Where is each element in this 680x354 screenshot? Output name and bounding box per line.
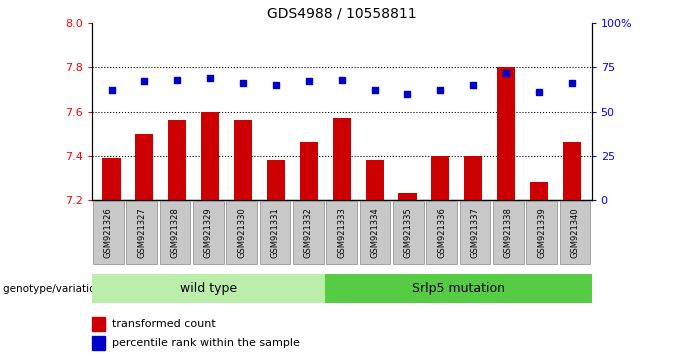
Text: GSM921332: GSM921332 xyxy=(304,207,313,258)
Text: percentile rank within the sample: percentile rank within the sample xyxy=(112,338,300,348)
Point xyxy=(369,87,380,93)
Text: GSM921330: GSM921330 xyxy=(237,207,246,258)
Text: GSM921331: GSM921331 xyxy=(271,207,279,258)
Bar xyxy=(398,193,417,200)
Bar xyxy=(267,160,285,200)
Bar xyxy=(497,67,515,200)
Bar xyxy=(201,112,219,200)
Text: transformed count: transformed count xyxy=(112,319,216,329)
Point xyxy=(336,77,347,82)
Bar xyxy=(530,182,548,200)
Point xyxy=(237,80,248,86)
Point xyxy=(435,87,446,93)
Text: GSM921335: GSM921335 xyxy=(404,207,413,258)
Bar xyxy=(431,156,449,200)
Text: GSM921339: GSM921339 xyxy=(537,207,546,258)
Text: Srlp5 mutation: Srlp5 mutation xyxy=(412,282,505,295)
Point xyxy=(139,79,150,84)
Point xyxy=(500,70,511,75)
Point xyxy=(106,87,117,93)
Bar xyxy=(366,160,384,200)
Text: GSM921326: GSM921326 xyxy=(104,207,113,258)
Text: wild type: wild type xyxy=(180,282,237,295)
Bar xyxy=(464,156,482,200)
Bar xyxy=(333,118,351,200)
Point xyxy=(271,82,282,88)
Bar xyxy=(300,143,318,200)
Title: GDS4988 / 10558811: GDS4988 / 10558811 xyxy=(267,6,417,21)
Text: GSM921334: GSM921334 xyxy=(371,207,379,258)
Text: GSM921336: GSM921336 xyxy=(437,207,446,258)
Bar xyxy=(563,143,581,200)
Point xyxy=(303,79,314,84)
Text: GSM921333: GSM921333 xyxy=(337,207,346,258)
Text: GSM921327: GSM921327 xyxy=(137,207,146,258)
Point xyxy=(172,77,183,82)
Bar xyxy=(103,158,120,200)
Text: GSM921337: GSM921337 xyxy=(471,207,479,258)
Point xyxy=(402,91,413,97)
Point xyxy=(534,89,545,95)
Point xyxy=(468,82,479,88)
Text: GSM921329: GSM921329 xyxy=(204,207,213,258)
Bar xyxy=(234,120,252,200)
Text: GSM921338: GSM921338 xyxy=(504,207,513,258)
Point xyxy=(205,75,216,81)
Bar xyxy=(135,134,154,200)
Text: genotype/variation ▶: genotype/variation ▶ xyxy=(3,284,114,293)
Point xyxy=(566,80,577,86)
Text: GSM921328: GSM921328 xyxy=(171,207,180,258)
Text: GSM921340: GSM921340 xyxy=(571,207,579,258)
Bar xyxy=(168,120,186,200)
